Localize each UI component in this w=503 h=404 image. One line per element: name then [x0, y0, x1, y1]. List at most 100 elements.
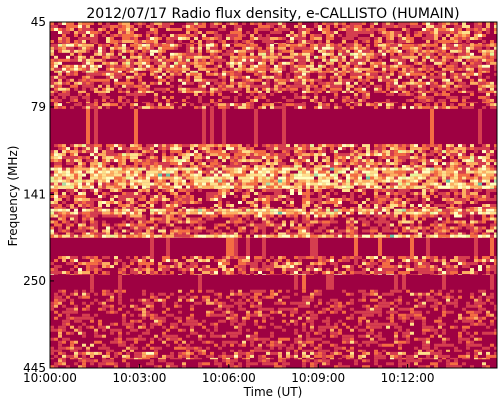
heatmap-cell	[322, 87, 326, 91]
heatmap-cell	[374, 72, 378, 76]
heatmap-cell	[414, 229, 418, 233]
heatmap-cell	[186, 192, 190, 195]
heatmap-cell	[262, 201, 266, 204]
heatmap-cell	[150, 170, 154, 174]
heatmap-cell	[70, 70, 74, 73]
heatmap-cell	[222, 87, 226, 91]
heatmap-cell	[450, 95, 454, 99]
heatmap-cell	[418, 78, 422, 82]
heatmap-cell	[374, 70, 378, 73]
heatmap-cell	[274, 198, 278, 201]
heatmap-cell	[258, 159, 262, 163]
heatmap-cell	[418, 67, 422, 71]
heatmap-cell	[170, 150, 174, 154]
heatmap-cell	[282, 211, 286, 215]
heatmap-cell	[318, 179, 322, 183]
heatmap-cell	[54, 103, 58, 107]
heatmap-cell	[398, 72, 402, 76]
heatmap-cell	[202, 90, 206, 93]
heatmap-cell	[382, 226, 386, 230]
heatmap-cell	[218, 144, 222, 148]
frequency-band	[54, 103, 497, 109]
heatmap-cell	[426, 43, 430, 47]
heatmap-cell	[474, 192, 478, 195]
heatmap-cell	[66, 72, 70, 76]
heatmap-cell	[262, 173, 266, 177]
heatmap-cell	[286, 165, 290, 168]
heatmap-cell	[134, 217, 138, 221]
heatmap-cell	[246, 90, 250, 93]
heatmap-cell	[350, 78, 354, 82]
heatmap-cell	[230, 46, 234, 50]
heatmap-cell	[294, 162, 298, 166]
heatmap-cell	[362, 207, 366, 209]
heatmap-cell	[218, 55, 222, 59]
heatmap-cell	[94, 173, 98, 177]
heatmap-cell	[134, 201, 138, 204]
heatmap-cell	[298, 167, 302, 171]
heatmap-cell	[290, 43, 294, 47]
heatmap-cell	[294, 165, 298, 168]
heatmap-cell	[138, 170, 142, 174]
heatmap-cell	[382, 167, 386, 171]
heatmap-cell	[426, 106, 430, 109]
heatmap-cell	[486, 55, 490, 59]
heatmap-cell	[318, 167, 322, 171]
heatmap-cell	[374, 64, 378, 68]
heatmap-cell	[230, 208, 234, 212]
heatmap-cell	[442, 211, 446, 215]
heatmap-cell	[190, 103, 194, 107]
heatmap-cell	[446, 165, 450, 168]
heatmap-cell	[394, 156, 398, 160]
heatmap-cell	[266, 223, 270, 227]
heatmap-cell	[262, 55, 266, 59]
heatmap-cell	[206, 211, 210, 215]
heatmap-cell	[138, 55, 142, 59]
heatmap-cell	[310, 34, 314, 37]
heatmap-cell	[50, 81, 54, 85]
heatmap-cell	[286, 176, 290, 180]
heatmap-cell	[154, 22, 158, 25]
heatmap-cell	[178, 173, 182, 177]
heatmap-cell	[386, 156, 390, 160]
heatmap-cell	[294, 52, 298, 56]
heatmap-cell	[266, 49, 270, 53]
heatmap-cell	[102, 52, 106, 56]
heatmap-cell	[94, 87, 98, 91]
heatmap-cell	[490, 150, 494, 154]
heatmap-cell	[62, 156, 66, 160]
heatmap-cell	[90, 153, 94, 157]
heatmap-cell	[310, 150, 314, 154]
heatmap-cell	[326, 144, 330, 148]
heatmap-cell	[278, 22, 282, 25]
heatmap-cell	[194, 106, 198, 109]
heatmap-cell	[98, 28, 102, 31]
heatmap-cell	[298, 208, 302, 212]
heatmap-cell	[302, 170, 306, 174]
heatmap-cell	[246, 150, 250, 154]
heatmap-cell	[210, 173, 214, 177]
heatmap-cell	[418, 165, 422, 168]
heatmap-cell	[62, 195, 66, 198]
heatmap-cell	[366, 179, 370, 183]
heatmap-cell	[234, 43, 238, 44]
heatmap-cell	[322, 156, 326, 160]
heatmap-cell	[242, 173, 246, 177]
heatmap-cell	[162, 58, 166, 62]
heatmap-cell	[466, 64, 470, 68]
heatmap-cell	[458, 78, 462, 82]
heatmap-cell	[286, 61, 290, 65]
heatmap-cell	[82, 144, 86, 148]
heatmap-cell	[462, 90, 466, 93]
heatmap-cell	[310, 40, 314, 43]
heatmap-cell	[138, 167, 142, 171]
heatmap-cell	[98, 43, 102, 47]
heatmap-cell	[166, 162, 170, 166]
heatmap-cell	[406, 70, 410, 73]
heatmap-cell	[318, 64, 322, 68]
heatmap-cell	[130, 182, 134, 186]
heatmap-cell	[458, 49, 462, 53]
heatmap-cell	[78, 22, 82, 25]
heatmap-cell	[354, 40, 358, 43]
heatmap-cell	[290, 167, 294, 171]
